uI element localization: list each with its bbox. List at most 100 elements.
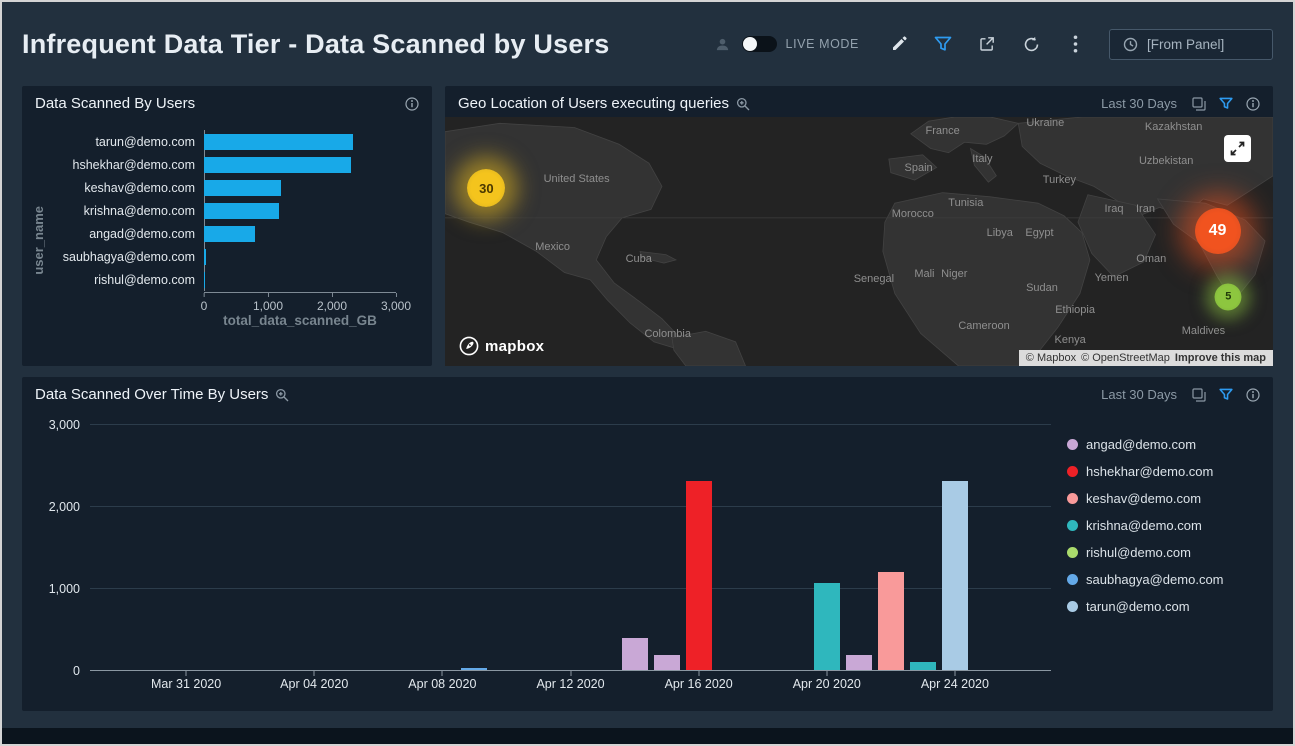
map-cluster-bubble[interactable]: 49 (1194, 207, 1241, 254)
legend-label: rishul@demo.com (1086, 545, 1191, 560)
panel-title: Geo Location of Users executing queries (458, 95, 729, 112)
bar-category-label: hshekhar@demo.com (72, 157, 195, 172)
legend-label: krishna@demo.com (1086, 518, 1202, 533)
bar-row: hshekhar@demo.com (32, 153, 396, 176)
hbar-rows: tarun@demo.com hshekhar@demo.com keshav@de… (32, 130, 396, 291)
bar[interactable] (204, 156, 351, 173)
fullscreen-button[interactable] (1224, 135, 1251, 162)
bar-row: keshav@demo.com (32, 176, 396, 199)
legend-label: saubhagya@demo.com (1086, 572, 1224, 587)
panel-data-scanned-over-time: Data Scanned Over Time By Users Last 30 … (22, 377, 1273, 711)
y-tick-label: 0 (73, 664, 80, 678)
x-tick-label: Apr 12 2020 (536, 677, 605, 691)
panel-filter-icon[interactable] (1219, 388, 1233, 401)
x-tick-mark (185, 671, 187, 676)
legend-label: hshekhar@demo.com (1086, 464, 1214, 479)
time-chart-plot[interactable] (90, 424, 1051, 676)
time-bar[interactable] (653, 654, 680, 670)
mapbox-attribution-link[interactable]: © Mapbox (1025, 352, 1077, 364)
legend-item[interactable]: keshav@demo.com (1067, 491, 1261, 506)
mapbox-logo[interactable]: mapbox (459, 336, 544, 356)
panel-geo-location: Geo Location of Users executing queries … (445, 86, 1273, 366)
panel-data-scanned-by-users: Data Scanned By Users user_name tarun@de… (22, 86, 432, 366)
time-bar[interactable] (621, 638, 648, 670)
panel-filter-icon[interactable] (1219, 97, 1233, 110)
x-tick-label: Apr 20 2020 (792, 677, 861, 691)
time-range-label[interactable]: Last 30 Days (1101, 387, 1177, 402)
gridline (90, 424, 1051, 425)
map-cluster-bubble[interactable]: 5 (1214, 283, 1242, 311)
x-tick-label: 0 (200, 293, 208, 313)
filter-icon[interactable] (933, 34, 953, 54)
legend-item[interactable]: krishna@demo.com (1067, 518, 1261, 533)
bar[interactable] (204, 179, 282, 196)
legend-color-dot (1067, 601, 1078, 612)
footer-bar (2, 728, 1293, 744)
zoom-icon[interactable] (275, 388, 289, 402)
time-bar[interactable] (813, 583, 840, 670)
refresh-icon[interactable] (1021, 34, 1041, 54)
panel-title: Data Scanned Over Time By Users (35, 386, 269, 403)
export-icon[interactable] (977, 34, 997, 54)
legend-item[interactable]: angad@demo.com (1067, 437, 1261, 452)
y-tick-label: 2,000 (48, 500, 80, 514)
map[interactable]: mapbox © Mapbox © OpenStreetMap Improve … (445, 117, 1273, 366)
mapbox-logo-icon (459, 336, 479, 356)
legend-label: tarun@demo.com (1086, 599, 1190, 614)
bar-row: krishna@demo.com (32, 199, 396, 222)
kebab-menu-icon[interactable] (1065, 34, 1085, 54)
legend-item[interactable]: tarun@demo.com (1067, 599, 1261, 614)
info-icon[interactable] (405, 96, 419, 111)
x-axis-ticks: 0 1,000 2,000 3,000 (200, 292, 411, 313)
time-bar[interactable] (877, 572, 904, 670)
bar[interactable] (204, 225, 255, 242)
bar-row: tarun@demo.com (32, 130, 396, 153)
from-panel-button[interactable]: [From Panel] (1109, 28, 1273, 60)
time-bar[interactable] (461, 667, 488, 670)
x-tick-label: 3,000 (380, 293, 412, 313)
legend-color-dot (1067, 466, 1078, 477)
info-icon[interactable] (1246, 387, 1260, 402)
legend-label: keshav@demo.com (1086, 491, 1202, 506)
legend-color-dot (1067, 574, 1078, 585)
bar-track (204, 133, 396, 150)
bar-track (204, 202, 396, 219)
improve-map-link[interactable]: Improve this map (1174, 352, 1266, 364)
chart-legend: angad@demo.com hshekhar@demo.com keshav@de… (1051, 425, 1261, 711)
legend-item[interactable]: hshekhar@demo.com (1067, 464, 1261, 479)
header-controls: LIVE MODE [From Panel] (713, 28, 1273, 60)
legend-color-dot (1067, 493, 1078, 504)
y-tick-label: 1,000 (48, 582, 80, 596)
time-bar[interactable] (685, 480, 712, 670)
x-tick-label: Apr 08 2020 (408, 677, 477, 691)
bar-track (204, 248, 396, 265)
time-bar[interactable] (909, 661, 936, 670)
toggle-knob (742, 37, 757, 51)
bar-row: rishul@demo.com (32, 268, 396, 291)
x-tick-label: 2,000 (316, 293, 348, 313)
bar-category-label: rishul@demo.com (94, 272, 195, 287)
time-bar[interactable] (845, 654, 872, 670)
time-bar[interactable] (941, 480, 968, 670)
bar[interactable] (204, 248, 206, 265)
edit-icon[interactable] (889, 34, 909, 54)
time-range-label[interactable]: Last 30 Days (1101, 96, 1177, 111)
osm-attribution-link[interactable]: © OpenStreetMap (1081, 352, 1170, 364)
copy-icon[interactable] (1192, 96, 1206, 111)
legend-color-dot (1067, 547, 1078, 558)
zoom-icon[interactable] (736, 97, 750, 111)
legend-item[interactable]: saubhagya@demo.com (1067, 572, 1261, 587)
live-mode-label: LIVE MODE (785, 37, 859, 51)
live-mode-toggle[interactable] (741, 36, 777, 52)
bar[interactable] (204, 133, 354, 150)
bar-category-label: angad@demo.com (89, 226, 195, 241)
copy-icon[interactable] (1192, 387, 1206, 402)
info-icon[interactable] (1246, 96, 1260, 111)
y-tick-label: 3,000 (48, 418, 80, 432)
x-axis-line (90, 670, 1051, 671)
bar-track (204, 225, 396, 242)
legend-item[interactable]: rishul@demo.com (1067, 545, 1261, 560)
bar[interactable] (204, 202, 279, 219)
map-cluster-bubble[interactable]: 30 (467, 169, 506, 208)
legend-label: angad@demo.com (1086, 437, 1197, 452)
